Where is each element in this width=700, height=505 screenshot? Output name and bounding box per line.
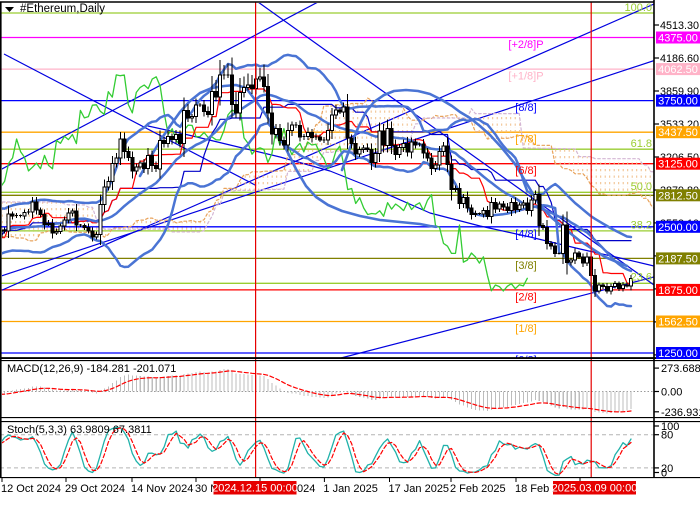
svg-text:1562.50: 1562.50 (658, 317, 698, 329)
svg-text:4375.00: 4375.00 (658, 33, 698, 45)
svg-text:3437.50: 3437.50 (658, 127, 698, 139)
svg-text:[2/8]: [2/8] (515, 291, 536, 303)
svg-text:20: 20 (661, 463, 673, 475)
svg-text:2812.50: 2812.50 (658, 190, 698, 202)
svg-text:#Ethereum,Daily: #Ethereum,Daily (20, 3, 105, 15)
svg-text:23.6: 23.6 (631, 272, 652, 284)
svg-text:4513.30: 4513.30 (660, 20, 699, 32)
svg-text:50.0: 50.0 (631, 181, 652, 193)
svg-text:2025.03.09 00:00: 2025.03.09 00:00 (552, 483, 638, 495)
svg-text:14 Nov 2024: 14 Nov 2024 (131, 483, 193, 495)
svg-text:3125.00: 3125.00 (658, 159, 698, 171)
svg-text:[0/8]: [0/8] (515, 355, 536, 367)
svg-text:2024.12.15 00:00: 2024.12.15 00:00 (212, 483, 298, 495)
svg-text:17 Jan 2025: 17 Jan 2025 (389, 483, 450, 495)
svg-text:12 Oct 2024: 12 Oct 2024 (1, 483, 61, 495)
svg-text:1875.00: 1875.00 (658, 285, 698, 297)
svg-text:38.2: 38.2 (631, 220, 652, 232)
svg-text:2 Feb 2025: 2 Feb 2025 (450, 483, 506, 495)
svg-text:MACD(12,26,9) -184.281 -201.07: MACD(12,26,9) -184.281 -201.071 (7, 363, 176, 375)
svg-text:1 Jan 2025: 1 Jan 2025 (323, 483, 377, 495)
svg-text:1250.00: 1250.00 (658, 348, 698, 360)
svg-text:80: 80 (661, 430, 673, 442)
svg-text:[+2/8]P: [+2/8]P (508, 39, 543, 51)
svg-text:[1/8]: [1/8] (515, 323, 536, 335)
svg-text:[+1/8]P: [+1/8]P (508, 71, 543, 83)
svg-text:[8/8]: [8/8] (515, 102, 536, 114)
svg-text:29 Oct 2024: 29 Oct 2024 (65, 483, 125, 495)
svg-text:3750.00: 3750.00 (658, 96, 698, 108)
svg-text:[3/8]: [3/8] (515, 260, 536, 272)
svg-text:-236.931: -236.931 (661, 407, 700, 419)
svg-text:024: 024 (297, 483, 315, 495)
svg-text:4186.60: 4186.60 (660, 53, 699, 65)
svg-text:0.00: 0.00 (661, 387, 682, 399)
svg-text:[4/8]: [4/8] (515, 228, 536, 240)
svg-text:4062.50: 4062.50 (658, 64, 698, 76)
svg-text:61.8: 61.8 (631, 138, 652, 150)
svg-text:Stoch(5,3,3) 63.9809 67.3811: Stoch(5,3,3) 63.9809 67.3811 (7, 424, 152, 436)
svg-text:2500.00: 2500.00 (658, 222, 698, 234)
svg-text:0: 0 (661, 468, 667, 480)
svg-text:[6/8]: [6/8] (515, 165, 536, 177)
svg-text:100.0: 100.0 (624, 2, 652, 14)
svg-text:273.688: 273.688 (661, 363, 700, 375)
svg-text:[7/8]: [7/8] (515, 134, 536, 146)
svg-text:2187.50: 2187.50 (658, 253, 698, 265)
svg-text:100: 100 (661, 421, 679, 433)
